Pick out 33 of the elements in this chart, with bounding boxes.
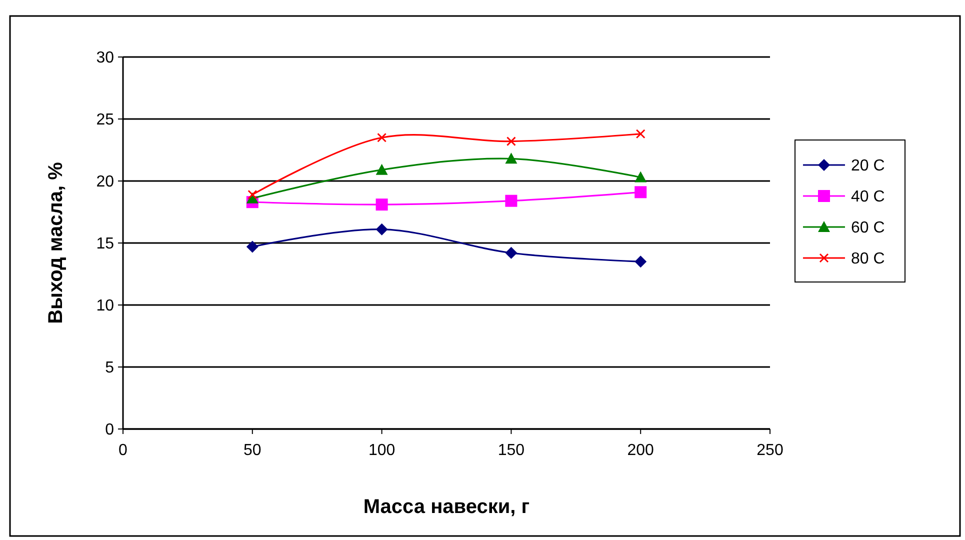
legend-label: 60 C xyxy=(851,220,885,237)
x-tick-label: 100 xyxy=(368,442,396,459)
x-tick-label: 0 xyxy=(118,442,128,459)
point xyxy=(376,198,388,211)
point xyxy=(377,132,387,142)
y-tick-label: 0 xyxy=(105,422,114,439)
point xyxy=(248,190,258,200)
point xyxy=(505,152,518,164)
point xyxy=(246,240,258,253)
point xyxy=(636,129,646,139)
legend-label: 40 C xyxy=(851,188,885,206)
x-tick-label: 150 xyxy=(498,442,525,459)
point xyxy=(634,186,647,198)
point xyxy=(505,194,518,207)
y-tick-label: 20 xyxy=(96,174,114,191)
y-tick-label: 15 xyxy=(96,236,114,253)
legend-label: 20 C xyxy=(851,158,885,175)
y-tick-label: 10 xyxy=(96,298,114,315)
legend-label: 80 C xyxy=(851,250,885,268)
point xyxy=(376,164,388,175)
x-tick-label: 250 xyxy=(756,442,784,459)
y-tick-label: 5 xyxy=(105,360,114,377)
y-tick-label: 25 xyxy=(96,112,114,129)
x-tick-label: 200 xyxy=(627,442,654,459)
y-axis-title: Выход масла, % xyxy=(45,162,67,324)
point xyxy=(506,136,516,146)
point xyxy=(634,171,647,182)
point xyxy=(634,256,647,268)
point xyxy=(376,223,388,236)
x-tick-label: 50 xyxy=(244,442,262,459)
x-axis-title: Масса навески, г xyxy=(363,496,530,518)
point xyxy=(505,246,518,259)
y-tick-label: 30 xyxy=(96,50,114,67)
